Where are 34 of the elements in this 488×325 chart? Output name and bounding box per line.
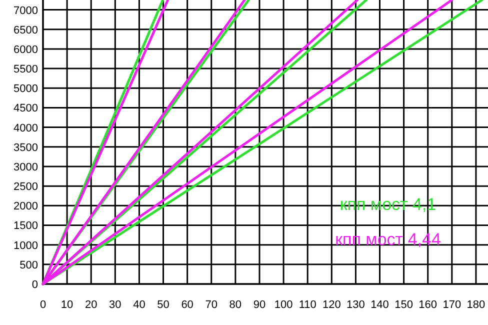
- x-tick-label: 60: [181, 299, 194, 311]
- x-tick-label: 40: [133, 299, 146, 311]
- y-tick-label: 4000: [14, 122, 38, 134]
- y-tick-label: 5000: [14, 83, 38, 96]
- y-tick-label: 1000: [14, 240, 38, 252]
- x-tick-label: 10: [60, 299, 74, 311]
- x-tick-label: 180: [466, 299, 486, 311]
- y-tick-label: 7000: [14, 4, 38, 17]
- x-tick-label: 140: [370, 299, 389, 311]
- y-tick-label: 2500: [14, 181, 38, 194]
- y-tick-label: 4500: [14, 102, 38, 115]
- x-tick-label: 120: [322, 299, 341, 311]
- x-tick-label: 90: [253, 299, 266, 311]
- y-tick-label: 2000: [14, 200, 38, 213]
- x-tick-label: 0: [40, 299, 46, 311]
- x-tick-label: 150: [394, 299, 413, 311]
- x-tick-label: 130: [346, 299, 365, 311]
- y-tick-label: 6500: [14, 24, 38, 36]
- y-tick-label: 3000: [14, 161, 38, 174]
- x-tick-label: 70: [205, 299, 218, 311]
- y-tick-label: 6000: [14, 44, 38, 56]
- x-tick-label: 100: [274, 299, 293, 311]
- y-tick-label: 500: [20, 259, 38, 272]
- x-tick-label: 80: [229, 299, 242, 311]
- x-tick-label: 50: [157, 299, 170, 311]
- y-tick-label: 3500: [14, 142, 38, 154]
- x-tick-label: 110: [298, 299, 316, 311]
- y-tick-label: 1500: [14, 220, 38, 232]
- y-tick-label: 0: [32, 279, 38, 291]
- x-tick-label: 170: [442, 299, 462, 311]
- x-tick-label: 160: [418, 299, 438, 311]
- x-tick-label: 20: [84, 299, 98, 311]
- x-tick-label: 30: [109, 299, 122, 311]
- y-tick-label: 5500: [14, 64, 38, 76]
